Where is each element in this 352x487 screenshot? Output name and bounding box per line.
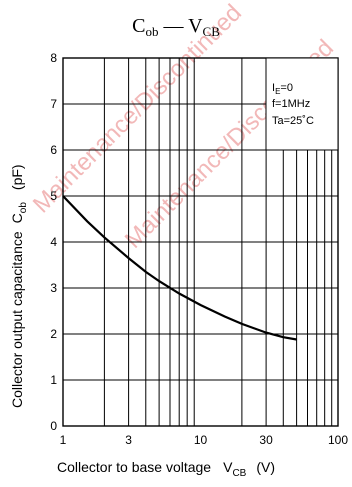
y-tick-labels: 0 1 2 3 4 5 6 7 8	[50, 51, 57, 433]
plot-frame	[62, 57, 339, 427]
y-tick-label: 6	[50, 143, 57, 157]
x-tick-label: 10	[194, 433, 208, 447]
x-tick-label: 3	[125, 433, 132, 447]
y-axis-symbol-sub: ob	[18, 202, 29, 214]
condition-freq: f=1MHz	[272, 98, 310, 110]
y-tick-label: 5	[50, 189, 57, 203]
x-tick-label: 1	[60, 433, 67, 447]
condition-ie-sub: E	[275, 87, 280, 96]
y-tick-label: 8	[50, 51, 57, 65]
x-tick-label: 30	[259, 433, 273, 447]
y-tick-label: 0	[50, 419, 57, 433]
chart-title: Cob — VCB	[132, 15, 220, 39]
condition-ie-symbol: I	[272, 82, 275, 94]
y-tick-label: 2	[50, 327, 57, 341]
y-axis-label-text: Collector output capacitance	[9, 231, 25, 408]
x-axis-symbol-sub: CB	[232, 468, 246, 479]
title-second-sub: CB	[203, 24, 221, 39]
y-axis-unit: (pF)	[9, 164, 25, 190]
y-tick-label: 3	[50, 281, 57, 295]
condition-ie: IE=0	[272, 82, 293, 96]
x-axis-symbol: V	[223, 459, 233, 475]
y-tick-label: 7	[50, 97, 57, 111]
x-tick-labels: 1 3 10 30 100	[60, 433, 349, 447]
grid-lines	[63, 58, 338, 426]
y-tick-label: 1	[50, 373, 57, 387]
title-main-sub: ob	[145, 24, 158, 39]
x-axis-label-text: Collector to base voltage	[57, 459, 211, 475]
y-axis-label: Collector output capacitance Cob (pF)	[9, 164, 29, 408]
x-axis-label: Collector to base voltage VCB (V)	[57, 459, 275, 479]
title-second: V	[188, 15, 203, 37]
conditions-box: IE=0 f=1MHz Ta=25˚C	[265, 57, 339, 151]
condition-ie-value: =0	[280, 82, 293, 94]
cob-curve	[62, 195, 297, 341]
x-tick-label: 100	[328, 433, 348, 447]
title-main: C	[132, 15, 145, 37]
title-separator: —	[158, 15, 188, 37]
x-axis-unit: (V)	[256, 459, 275, 475]
conditions-box-frame	[265, 57, 339, 151]
y-tick-label: 4	[50, 235, 57, 249]
y-axis-symbol: C	[9, 213, 25, 223]
condition-temp: Ta=25˚C	[272, 115, 314, 127]
